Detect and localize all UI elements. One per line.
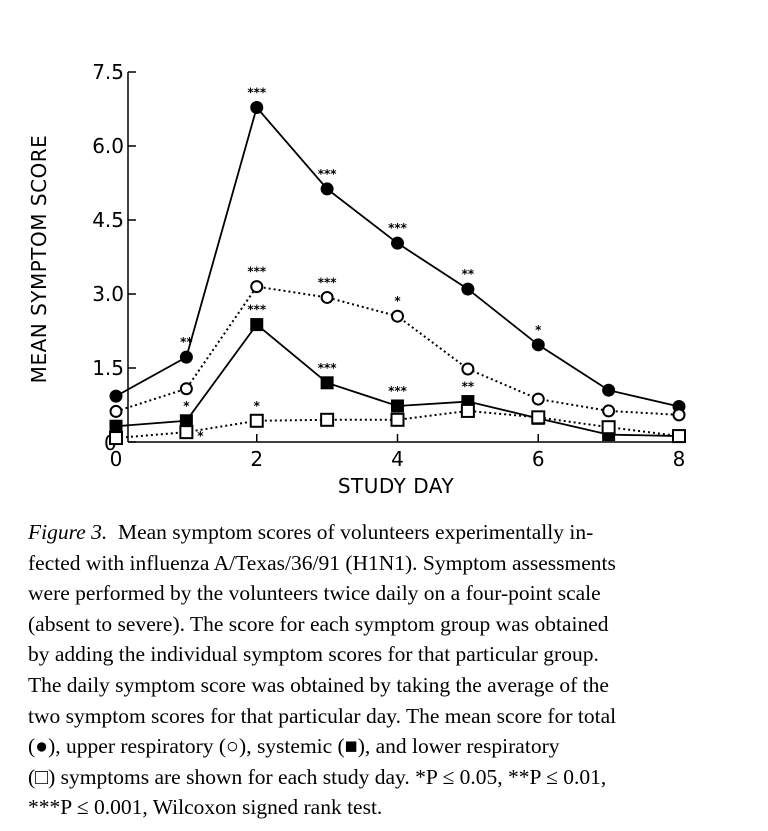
significance-label: *: [183, 399, 190, 413]
data-point: [531, 410, 546, 425]
series-total: **************: [109, 86, 686, 413]
data-point: [391, 309, 404, 323]
x-tick-label: 0: [110, 447, 123, 471]
figure-label: Figure 3.: [28, 520, 108, 544]
data-point: [601, 420, 616, 435]
data-point: [250, 318, 264, 332]
series-lower-respiratory: **: [109, 399, 686, 446]
data-point: [109, 431, 123, 446]
caption-line-10: ***P ≤ 0.001, Wilcoxon signed rank test.: [28, 795, 383, 820]
data-point: [320, 376, 334, 390]
data-point: [320, 412, 335, 427]
x-tick-label: 4: [391, 447, 404, 471]
caption-line-3: were performed by the volunteers twice d…: [28, 581, 601, 606]
significance-label: *: [394, 294, 401, 308]
data-point: [672, 429, 686, 444]
y-tick-label: 1.5: [92, 356, 124, 380]
data-point: [249, 413, 264, 428]
data-point: [179, 425, 194, 440]
data-point: [461, 362, 475, 376]
x-tick-label: 6: [532, 447, 545, 471]
significance-label: ***: [388, 221, 408, 235]
x-tick-label: 2: [250, 447, 263, 471]
data-point: [461, 282, 475, 296]
caption-line-4: (absent to severe). The score for each s…: [28, 611, 609, 636]
significance-label: ***: [388, 384, 408, 398]
data-point: [320, 290, 334, 304]
data-point: [109, 404, 123, 418]
data-point: [250, 280, 264, 294]
data-point: [250, 101, 264, 115]
data-point: [531, 392, 545, 406]
data-point: [602, 404, 616, 418]
significance-label: ***: [247, 265, 267, 279]
data-point: [179, 414, 193, 428]
significance-label: ***: [247, 303, 267, 317]
significance-label: ***: [318, 361, 338, 375]
caption-line-2: fected with influenza A/Texas/36/91 (H1N…: [28, 550, 616, 575]
caption-line-7: two symptom scores for that particular d…: [28, 703, 617, 728]
significance-label: *: [197, 429, 204, 443]
series-layer: ******************************* ****: [109, 86, 686, 446]
y-tick-label: 3.0: [92, 282, 124, 306]
y-tick-label: 6.0: [92, 134, 124, 158]
x-tick-label: 8: [673, 447, 686, 471]
y-axis-title: MEAN SYMPTOM SCORE: [27, 135, 51, 384]
data-point: [391, 236, 404, 250]
caption-line-5: by adding the individual symptom scores …: [28, 642, 599, 667]
data-point: [460, 403, 475, 418]
data-point: [179, 350, 193, 364]
data-point: [109, 419, 123, 433]
significance-label: **: [462, 380, 475, 394]
figure-caption: Figure 3. Mean symptom scores of volunte…: [28, 517, 758, 823]
caption-line-9: (□) symptoms are shown for each study da…: [28, 764, 607, 789]
data-point: [109, 389, 123, 403]
y-tick-label: 4.5: [92, 208, 124, 232]
series-line: [115, 285, 680, 416]
x-axis-title: STUDY DAY: [338, 474, 455, 498]
data-point: [391, 399, 404, 413]
data-point: [602, 383, 616, 397]
series-upper-respiratory: *******: [109, 265, 686, 422]
caption-line-8: (●), upper respiratory (○), systemic (■)…: [28, 734, 560, 759]
data-point: [390, 412, 405, 427]
data-point: [672, 408, 686, 422]
significance-label: *: [254, 399, 261, 413]
significance-label: **: [462, 267, 475, 281]
significance-label: ***: [247, 86, 267, 100]
significance-label: *: [535, 323, 542, 337]
caption-line-1: Figure 3. Mean symptom scores of volunte…: [28, 520, 594, 544]
series-systemic: ********** **: [109, 303, 686, 443]
significance-label: ***: [318, 167, 338, 181]
series-line: [115, 409, 680, 440]
y-tick-label: 7.5: [92, 60, 124, 84]
caption-line-6: The daily symptom score was obtained by …: [28, 672, 609, 697]
data-point: [179, 382, 193, 396]
data-point: [320, 182, 334, 196]
significance-label: **: [180, 335, 193, 349]
series-line: [115, 105, 680, 408]
data-point: [531, 338, 545, 352]
significance-label: ***: [318, 275, 338, 289]
